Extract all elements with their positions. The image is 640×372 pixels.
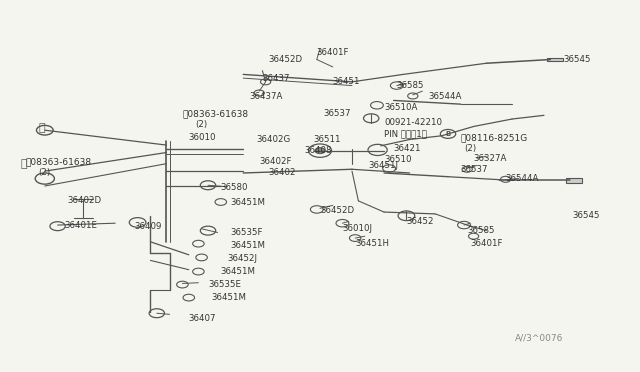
Circle shape bbox=[315, 148, 325, 154]
Text: 36451H: 36451H bbox=[355, 239, 389, 248]
Text: 36537: 36537 bbox=[461, 165, 488, 174]
Text: 36437A: 36437A bbox=[250, 92, 283, 101]
Text: 36437: 36437 bbox=[262, 74, 290, 83]
Text: 36401F: 36401F bbox=[317, 48, 349, 57]
Text: B: B bbox=[445, 131, 451, 137]
Text: 36402G: 36402G bbox=[256, 135, 291, 144]
Text: 36451: 36451 bbox=[333, 77, 360, 86]
Text: 36010J: 36010J bbox=[342, 224, 372, 233]
Text: A//3^0076: A//3^0076 bbox=[515, 333, 563, 342]
Text: 36452: 36452 bbox=[406, 217, 434, 226]
Text: 00921-42210: 00921-42210 bbox=[384, 118, 442, 127]
Text: 36580: 36580 bbox=[221, 183, 248, 192]
Text: 36544A: 36544A bbox=[429, 92, 462, 101]
Text: 36585: 36585 bbox=[467, 226, 495, 235]
Text: 36585: 36585 bbox=[397, 81, 424, 90]
Text: 36327A: 36327A bbox=[474, 154, 507, 163]
Text: 36409: 36409 bbox=[134, 222, 162, 231]
Text: Ⓝ: Ⓝ bbox=[20, 160, 27, 169]
Text: 36537: 36537 bbox=[323, 109, 351, 118]
Text: (2): (2) bbox=[38, 169, 51, 177]
Text: 36402D: 36402D bbox=[67, 196, 101, 205]
Text: 36421: 36421 bbox=[394, 144, 421, 153]
Text: Ⓑ08116-8251G: Ⓑ08116-8251G bbox=[461, 133, 528, 142]
Text: Ⓝ08363-61638: Ⓝ08363-61638 bbox=[26, 157, 92, 166]
Text: 36451M: 36451M bbox=[230, 198, 266, 207]
Text: 36452D: 36452D bbox=[320, 206, 354, 215]
Text: 36451M: 36451M bbox=[230, 241, 266, 250]
Text: (2): (2) bbox=[464, 144, 476, 153]
Text: 36544A: 36544A bbox=[506, 174, 539, 183]
Text: 36545: 36545 bbox=[573, 211, 600, 220]
Text: 36535E: 36535E bbox=[208, 280, 241, 289]
Text: 36510: 36510 bbox=[384, 155, 412, 164]
Text: 36451M: 36451M bbox=[221, 267, 256, 276]
Text: 36408: 36408 bbox=[304, 146, 332, 155]
Text: 36451J: 36451J bbox=[368, 161, 398, 170]
Text: 36452D: 36452D bbox=[269, 55, 303, 64]
Text: PIN ピン（1）: PIN ピン（1） bbox=[384, 129, 427, 138]
Text: 36010: 36010 bbox=[189, 133, 216, 142]
Text: (2): (2) bbox=[195, 120, 207, 129]
Text: 36402F: 36402F bbox=[259, 157, 292, 166]
FancyBboxPatch shape bbox=[547, 58, 563, 61]
Text: 36510A: 36510A bbox=[384, 103, 417, 112]
Text: 36401F: 36401F bbox=[470, 239, 503, 248]
Text: 36452J: 36452J bbox=[227, 254, 257, 263]
Text: Ⓝ: Ⓝ bbox=[39, 124, 45, 133]
Text: 36401E: 36401E bbox=[64, 221, 97, 230]
Text: 36545: 36545 bbox=[563, 55, 591, 64]
FancyBboxPatch shape bbox=[566, 178, 582, 183]
Text: 36451M: 36451M bbox=[211, 293, 246, 302]
Text: 36511: 36511 bbox=[314, 135, 341, 144]
Text: 36407: 36407 bbox=[189, 314, 216, 323]
Text: Ⓝ08363-61638: Ⓝ08363-61638 bbox=[182, 109, 248, 118]
Text: 36535F: 36535F bbox=[230, 228, 263, 237]
Text: 36402: 36402 bbox=[269, 169, 296, 177]
